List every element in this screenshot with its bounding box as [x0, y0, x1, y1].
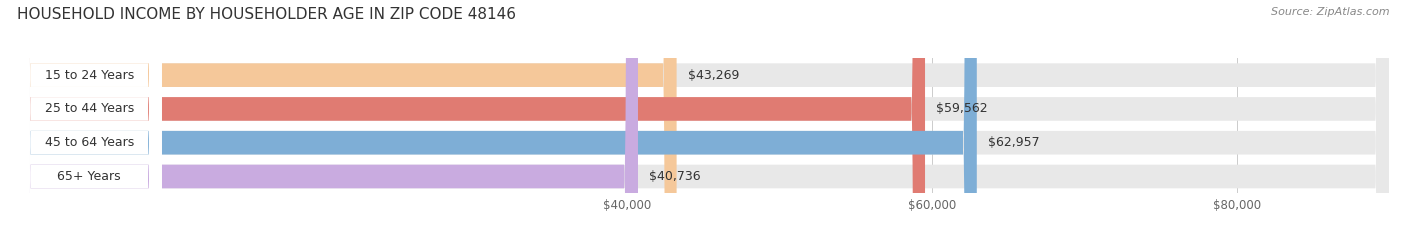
FancyBboxPatch shape	[17, 0, 162, 233]
Text: 15 to 24 Years: 15 to 24 Years	[45, 69, 134, 82]
FancyBboxPatch shape	[17, 0, 1389, 233]
Text: $43,269: $43,269	[688, 69, 740, 82]
Text: $59,562: $59,562	[936, 103, 987, 115]
FancyBboxPatch shape	[17, 0, 1389, 233]
FancyBboxPatch shape	[17, 0, 676, 233]
Text: Source: ZipAtlas.com: Source: ZipAtlas.com	[1271, 7, 1389, 17]
FancyBboxPatch shape	[17, 0, 162, 233]
FancyBboxPatch shape	[17, 0, 162, 233]
FancyBboxPatch shape	[17, 0, 162, 233]
Text: $62,957: $62,957	[988, 136, 1039, 149]
Text: 65+ Years: 65+ Years	[58, 170, 121, 183]
FancyBboxPatch shape	[17, 0, 1389, 233]
FancyBboxPatch shape	[17, 0, 925, 233]
FancyBboxPatch shape	[17, 0, 638, 233]
FancyBboxPatch shape	[17, 0, 1389, 233]
Text: $40,736: $40,736	[650, 170, 700, 183]
Text: HOUSEHOLD INCOME BY HOUSEHOLDER AGE IN ZIP CODE 48146: HOUSEHOLD INCOME BY HOUSEHOLDER AGE IN Z…	[17, 7, 516, 22]
FancyBboxPatch shape	[17, 0, 977, 233]
Text: 25 to 44 Years: 25 to 44 Years	[45, 103, 134, 115]
Text: 45 to 64 Years: 45 to 64 Years	[45, 136, 134, 149]
